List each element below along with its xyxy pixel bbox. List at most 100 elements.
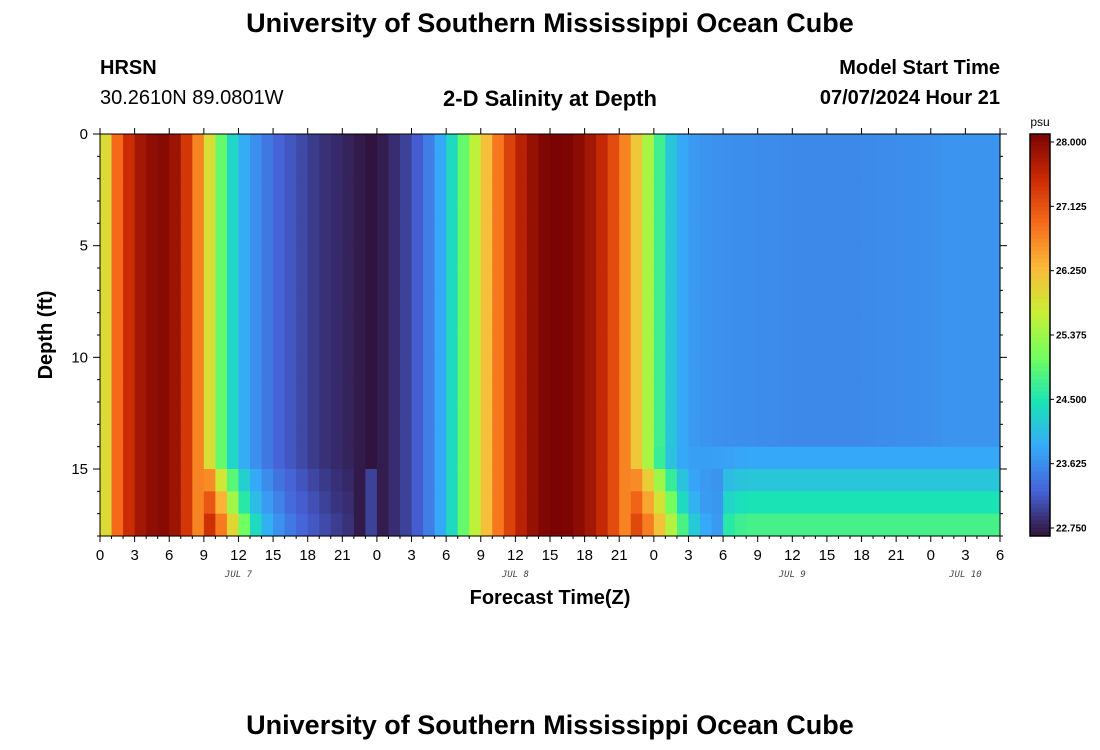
colorbar-swatch [1030, 383, 1050, 388]
heatmap-cell [596, 312, 609, 336]
heatmap-cell [526, 402, 540, 425]
heatmap-cell [307, 335, 320, 358]
heatmap-cell [296, 379, 309, 403]
heatmap-cell [515, 156, 528, 180]
heatmap-cell [861, 357, 874, 381]
heatmap-cell [630, 312, 643, 336]
heatmap-cell [642, 156, 655, 180]
heatmap-cell [757, 491, 770, 515]
heatmap-cell [526, 290, 540, 314]
heatmap-cell [653, 357, 666, 381]
heatmap-cell [550, 357, 563, 381]
colorbar-swatch [1030, 206, 1050, 211]
heatmap-cell [226, 312, 240, 336]
x-tick-label: 9 [754, 547, 762, 564]
heatmap-cell [711, 178, 724, 202]
heatmap-cell [319, 134, 332, 157]
heatmap-cell [976, 335, 990, 358]
heatmap-cell [319, 156, 332, 180]
heatmap-cell [353, 245, 366, 269]
heatmap-cell [907, 156, 920, 180]
heatmap-cell [342, 469, 355, 492]
heatmap-cell [250, 245, 263, 269]
heatmap-cell [273, 312, 286, 336]
heatmap-cell [515, 446, 528, 470]
station-coordinates: 30.2610N 89.0801W [100, 87, 284, 109]
heatmap-cell [503, 491, 516, 515]
heatmap-cell [123, 201, 136, 224]
heatmap-cell [803, 245, 816, 269]
heatmap-cell [123, 424, 136, 448]
heatmap-cell [457, 223, 470, 247]
heatmap-cell [123, 513, 136, 537]
heatmap-cell [561, 379, 574, 403]
heatmap-cell [676, 513, 690, 537]
heatmap-cell [815, 312, 828, 336]
heatmap-cell [400, 201, 413, 224]
heatmap-cell [780, 402, 793, 425]
heatmap-cell [769, 178, 782, 202]
heatmap-cell [284, 201, 297, 224]
heatmap-cell [780, 335, 793, 358]
x-axis-title: Forecast Time(Z) [470, 587, 631, 609]
heatmap-cell [896, 469, 909, 492]
heatmap-cell [353, 156, 366, 180]
colorbar-swatch [1030, 471, 1050, 477]
heatmap-cell [838, 402, 851, 425]
heatmap-cell [676, 335, 690, 358]
heatmap-cell [734, 513, 747, 537]
heatmap-cell [434, 290, 447, 314]
heatmap-cell [226, 469, 240, 492]
heatmap-cell [792, 178, 805, 202]
heatmap-cell [261, 245, 274, 269]
heatmap-cell [434, 335, 447, 358]
heatmap-cell [630, 223, 643, 247]
heatmap-cell [226, 491, 240, 515]
heatmap-cell [538, 312, 551, 336]
heatmap-cell [400, 402, 413, 425]
heatmap-cell [238, 379, 251, 403]
heatmap-cell [180, 223, 193, 247]
heatmap-cell [723, 156, 736, 180]
page-title-repeat: University of Southern Mississippi Ocean… [246, 710, 854, 740]
plot-title: 2-D Salinity at Depth [443, 86, 657, 111]
heatmap-cell [261, 223, 274, 247]
heatmap-cell [757, 134, 770, 157]
heatmap-cell [411, 513, 424, 537]
heatmap-cell [665, 290, 678, 314]
heatmap-cell [273, 469, 286, 492]
heatmap-cell [319, 402, 332, 425]
heatmap-cell [365, 312, 378, 336]
heatmap-cell [896, 491, 909, 515]
heatmap-cell [850, 312, 863, 336]
heatmap-cell [146, 290, 159, 314]
heatmap-cell [838, 513, 851, 537]
heatmap-cell [111, 446, 124, 470]
heatmap-cell [388, 469, 401, 492]
heatmap-cell [342, 513, 355, 537]
y-tick-label: 5 [80, 238, 88, 255]
heatmap-cell [480, 134, 493, 157]
y-tick-label: 15 [71, 461, 88, 478]
heatmap-cell [423, 491, 436, 515]
heatmap-cell [342, 312, 355, 336]
heatmap-cell [492, 335, 505, 358]
heatmap-cell [930, 156, 943, 180]
heatmap-cell [284, 491, 297, 515]
heatmap-cell [676, 446, 690, 470]
heatmap-cell [873, 513, 886, 537]
colorbar: psu28.00027.12526.25025.37524.50023.6252… [1029, 115, 1087, 537]
heatmap-cell [330, 446, 343, 470]
heatmap-cell [780, 245, 793, 269]
heatmap-cell [815, 178, 828, 202]
heatmap-cell [550, 469, 563, 492]
heatmap-cell [561, 335, 574, 358]
heatmap-cell [400, 513, 413, 537]
heatmap-cell [584, 424, 597, 448]
heatmap-cell [250, 268, 263, 291]
heatmap-cell [446, 379, 459, 403]
heatmap-cell [469, 469, 482, 492]
heatmap-cell [653, 156, 666, 180]
date-label: JUL 8 [501, 570, 529, 580]
heatmap-cell [526, 379, 540, 403]
